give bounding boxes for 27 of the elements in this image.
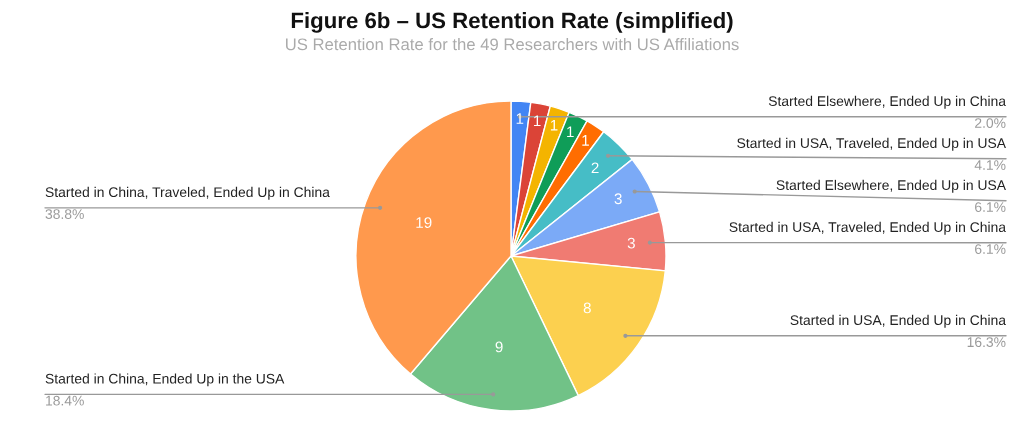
data-label: 1 bbox=[567, 126, 574, 138]
text: 16.3% bbox=[967, 337, 1006, 348]
text: 4.1% bbox=[974, 160, 1006, 170]
slice-label: Started Elsewhere, Ended Up in USA bbox=[776, 179, 1006, 193]
text: 2.0% bbox=[975, 118, 1006, 128]
slice-label: Started in China, Ended Up in the USA bbox=[45, 373, 285, 387]
data-label: 19 bbox=[416, 217, 432, 228]
slice-label: Started in USA, Traveled, Ended Up in China bbox=[729, 221, 1007, 235]
data-label: 3 bbox=[627, 237, 635, 249]
data-label: 1 bbox=[516, 113, 524, 124]
slice-label: Started in USA, Traveled, Ended Up in USA bbox=[737, 137, 1006, 151]
data-label: 2 bbox=[591, 162, 599, 174]
text: 6.1% bbox=[975, 244, 1006, 254]
data-label: 1 bbox=[582, 135, 589, 146]
data-label: 1 bbox=[533, 115, 541, 127]
chart-title: Figure 6b – US Retention Rate (simplified) bbox=[291, 12, 733, 33]
data-label: 9 bbox=[495, 341, 503, 353]
data-label: 8 bbox=[583, 302, 591, 314]
slice-label: Started in USA, Ended Up in China bbox=[790, 314, 1007, 328]
data-label: 3 bbox=[614, 193, 622, 205]
slice-label: Started in China, Traveled, Ended Up in China bbox=[45, 186, 330, 200]
slice-label: Started Elsewhere, Ended Up in China bbox=[768, 95, 1007, 109]
data-label: 1 bbox=[550, 119, 558, 131]
text: 18.4% bbox=[46, 395, 84, 406]
text: 38.8% bbox=[45, 209, 84, 220]
chart-subtitle: US Retention Rate for the 49 Researchers with US Affiliations bbox=[286, 38, 739, 51]
text: 6.1% bbox=[975, 202, 1006, 212]
